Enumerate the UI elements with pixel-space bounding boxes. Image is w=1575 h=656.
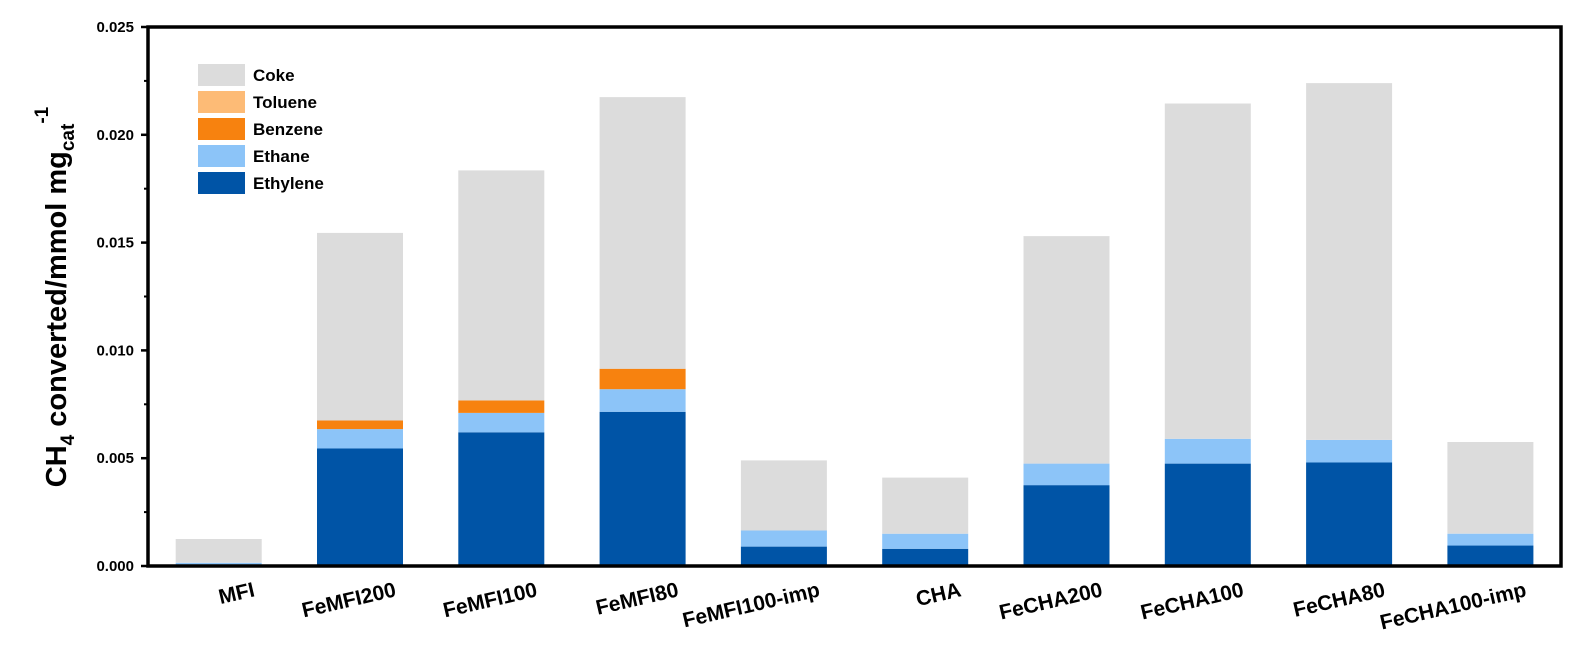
x-tick-label-mfi: MFI [216,578,256,609]
bars-layer [175,83,1534,566]
bar-fecha100-ethane [1164,438,1251,464]
bar-cha-ethylene [882,548,969,566]
bar-femfi80-ethane [599,389,686,412]
legend-swatch-benzene [198,118,245,140]
bar-group-fecha100 [1164,103,1251,566]
bar-femfi200-benzene [317,420,403,430]
bar-fecha200-ethane [1023,463,1110,486]
bar-fecha80-ethane [1306,439,1393,463]
bar-femfi100-ethylene [458,432,545,566]
bar-femfi200-ethane [317,429,403,449]
x-tick-label-fecha80: FeCHA80 [1291,578,1387,621]
y-tick-label: 0.020 [96,127,134,144]
y-tick-label: 0.010 [96,342,134,359]
y-axis-ticks: 0.000 0.005 0.010 0.015 0.020 0.025 [96,19,148,575]
bar-femfi100-imp-ethane [740,530,827,547]
bar-fecha80-coke [1306,83,1393,440]
x-tick-label-cha: CHA [914,578,964,611]
bar-femfi200-ethylene [317,448,403,566]
legend-swatch-coke [198,64,245,86]
y-title-sub1: 4 [58,434,79,445]
legend-label-ethane: Ethane [253,147,310,166]
bar-femfi80-benzene [599,368,686,390]
x-axis-ticks: MFI FeMFI200 FeMFI100 FeMFI80 FeMFI100-imp CH… [216,578,1528,634]
y-title-sup: -1 [32,106,53,123]
bar-group-mfi [175,539,262,566]
y-tick-label: 0.015 [96,235,134,252]
legend-swatch-ethane [198,145,245,167]
bar-group-fecha80 [1306,83,1393,566]
bar-cha-coke [882,477,969,534]
bar-fecha200-coke [1023,236,1110,464]
bar-fecha100-imp-coke [1447,442,1534,534]
x-tick-label-femfi100: FeMFI100 [441,578,539,622]
y-title-main: CH [41,445,73,487]
bar-group-cha [882,477,969,566]
bar-fecha100-coke [1164,103,1251,439]
x-tick-label-femfi100-imp: FeMFI100-imp [680,578,822,632]
y-axis-title: CH4 converted/mmol mgcat -1 [32,106,79,487]
x-tick-label-fecha100-imp: FeCHA100-imp [1378,578,1529,634]
bar-femfi100-benzene [458,400,545,413]
x-tick-label-fecha100: FeCHA100 [1138,578,1246,624]
y-title-mid: converted/mmol mg [41,151,73,435]
y-tick-label: 0.025 [96,19,134,36]
legend: Coke Toluene Benzene Ethane Ethylene [198,64,324,194]
bar-femfi80-coke [599,97,686,369]
bar-group-fecha200 [1023,236,1110,566]
bar-group-femfi200 [317,232,403,566]
bar-fecha100-imp-ethane [1447,533,1534,546]
legend-label-ethylene: Ethylene [253,174,324,193]
bar-femfi80-ethylene [599,411,686,566]
x-tick-label-femfi80: FeMFI80 [594,578,681,619]
legend-label-benzene: Benzene [253,120,323,139]
bar-femfi100-imp-ethylene [740,546,827,566]
bar-femfi100-coke [458,170,545,401]
bar-fecha100-imp-ethylene [1447,545,1534,566]
bar-fecha200-ethylene [1023,485,1110,566]
bar-femfi100-ethane [458,412,545,433]
y-tick-label: 0.005 [96,450,134,467]
bar-femfi200-coke [317,232,403,421]
bar-group-femfi100 [458,170,545,566]
bar-group-femfi100-imp [740,460,827,566]
bar-fecha80-ethylene [1306,462,1393,566]
legend-swatch-ethylene [198,172,245,194]
legend-label-coke: Coke [253,66,295,85]
bar-mfi-coke [175,539,262,563]
bar-group-femfi80 [599,97,686,566]
legend-swatch-toluene [198,91,245,113]
bar-group-fecha100-imp [1447,442,1534,566]
bar-fecha100-ethylene [1164,463,1251,566]
x-tick-label-femfi200: FeMFI200 [300,578,398,622]
bar-cha-ethane [882,533,969,549]
x-tick-label-fecha200: FeCHA200 [997,578,1105,624]
legend-label-toluene: Toluene [253,93,317,112]
y-title-sub2: cat [58,123,79,151]
bar-femfi100-imp-coke [740,460,827,531]
y-tick-label: 0.000 [96,558,134,575]
